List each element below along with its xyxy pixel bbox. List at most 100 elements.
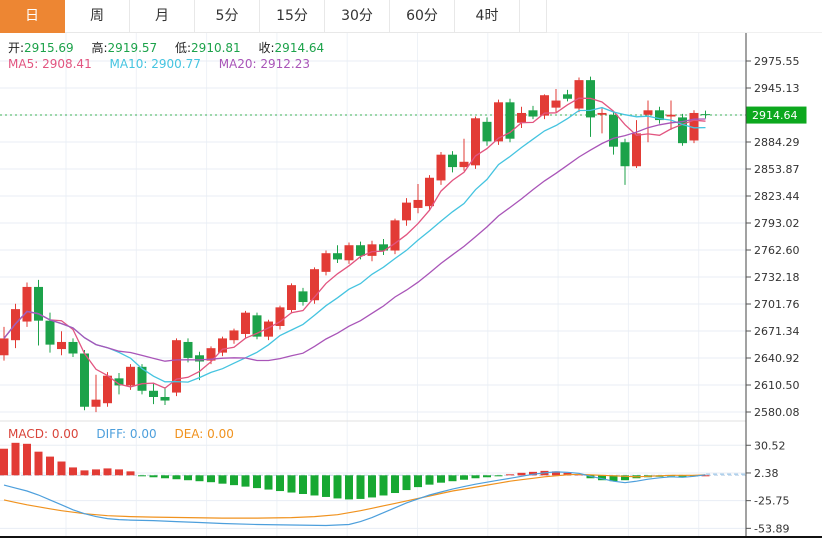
macd-histogram-bar bbox=[448, 475, 457, 482]
macd-histogram-bar bbox=[287, 475, 296, 493]
macd-histogram-bar bbox=[494, 475, 503, 477]
macd-histogram-bar bbox=[598, 475, 606, 481]
macd-histogram-bar bbox=[253, 475, 261, 489]
macd-histogram-bar bbox=[345, 475, 353, 500]
macd-histogram-bar bbox=[391, 475, 399, 494]
candle-body bbox=[229, 330, 239, 341]
price-axis-label: 2853.87 bbox=[754, 163, 800, 176]
tab-30min[interactable]: 30分 bbox=[325, 0, 390, 33]
macd-histogram-bar bbox=[149, 475, 158, 478]
candle-body bbox=[379, 244, 388, 251]
candle-body bbox=[701, 114, 710, 116]
ma20-line bbox=[3, 118, 706, 362]
macd-histogram-bar bbox=[678, 475, 687, 477]
candle-body bbox=[643, 110, 653, 115]
candle-body bbox=[413, 199, 423, 208]
candle-body bbox=[574, 80, 584, 109]
candle-body bbox=[252, 315, 262, 337]
macd-histogram-bar bbox=[299, 475, 307, 495]
candle-body bbox=[310, 269, 319, 301]
macd-histogram-bar bbox=[11, 442, 20, 476]
tab-spacer bbox=[520, 0, 547, 33]
macd-axis-label: -53.89 bbox=[754, 522, 789, 535]
macd-histogram-bar bbox=[379, 475, 388, 496]
current-price-badge-text: 2914.64 bbox=[752, 109, 798, 122]
candle-body bbox=[287, 285, 296, 311]
macd-histogram-bar bbox=[563, 472, 572, 476]
candle-body bbox=[34, 286, 43, 321]
tab-5min[interactable]: 5分 bbox=[195, 0, 260, 33]
dea-line bbox=[3, 473, 706, 519]
price-axis-label: 2732.18 bbox=[754, 271, 800, 284]
tab-week[interactable]: 周 bbox=[65, 0, 130, 33]
macd-histogram-bar bbox=[609, 475, 618, 482]
macd-axis-label: 30.52 bbox=[754, 439, 786, 452]
macd-histogram-bar bbox=[115, 469, 123, 476]
macd-histogram-bar bbox=[230, 475, 238, 486]
candle-body bbox=[666, 114, 676, 117]
candle-body bbox=[448, 154, 457, 168]
macd-histogram-bar bbox=[517, 472, 526, 476]
price-axis-label: 2701.76 bbox=[754, 298, 800, 311]
candle-body bbox=[689, 112, 699, 141]
candle-body bbox=[275, 307, 285, 326]
price-axis-label: 2610.50 bbox=[754, 379, 800, 392]
price-axis-label: 2823.44 bbox=[754, 190, 800, 203]
candle-body bbox=[425, 177, 434, 207]
macd-histogram-bar bbox=[552, 471, 560, 476]
ma5-line bbox=[3, 97, 706, 389]
tab-day[interactable]: 日 bbox=[0, 0, 65, 33]
macd-histogram-bar bbox=[483, 475, 491, 478]
candle-body bbox=[597, 112, 607, 115]
macd-histogram-bar bbox=[23, 443, 31, 476]
candle-body bbox=[436, 154, 446, 181]
macd-histogram-bar bbox=[92, 469, 100, 476]
macd-histogram-bar bbox=[207, 475, 215, 483]
price-axis-label: 2640.92 bbox=[754, 352, 800, 365]
diff-line bbox=[3, 471, 706, 527]
macd-histogram-bar bbox=[425, 475, 434, 485]
candle-body bbox=[68, 341, 78, 354]
candle-body bbox=[195, 355, 204, 362]
macd-histogram-bar bbox=[621, 475, 629, 481]
price-axis-label: 2580.08 bbox=[754, 406, 800, 419]
macd-histogram-bar bbox=[356, 475, 365, 499]
macd-histogram-bar bbox=[529, 471, 537, 476]
candle-body bbox=[183, 341, 193, 358]
candle-body bbox=[45, 320, 55, 345]
candle-body bbox=[149, 390, 158, 397]
tab-15min[interactable]: 15分 bbox=[260, 0, 325, 33]
price-axis-label: 2671.34 bbox=[754, 325, 800, 338]
tab-4hour[interactable]: 4时 bbox=[455, 0, 520, 33]
macd-histogram-bar bbox=[34, 451, 43, 476]
macd-histogram-bar bbox=[264, 475, 273, 490]
candle-body bbox=[494, 102, 503, 142]
macd-histogram-bar bbox=[701, 475, 710, 477]
price-axis-label: 2945.13 bbox=[754, 82, 800, 95]
macd-histogram-bar bbox=[184, 475, 192, 481]
macd-histogram-bar bbox=[310, 475, 319, 496]
price-axis-label: 2975.55 bbox=[754, 55, 800, 68]
candle-body bbox=[344, 245, 354, 261]
candle-body bbox=[57, 341, 66, 350]
macd-histogram-bar bbox=[368, 475, 376, 498]
price-axis-label: 2884.29 bbox=[754, 136, 800, 149]
candle-body bbox=[402, 202, 411, 221]
candle-body bbox=[264, 321, 273, 337]
tab-month[interactable]: 月 bbox=[130, 0, 195, 33]
candle-body bbox=[241, 312, 250, 334]
macd-histogram-bar bbox=[437, 475, 445, 483]
candle-body bbox=[528, 110, 538, 117]
macd-histogram-bar bbox=[57, 461, 66, 476]
candle-body bbox=[22, 286, 32, 322]
macd-histogram-bar bbox=[172, 475, 181, 480]
candle-body bbox=[206, 348, 216, 361]
tab-60min[interactable]: 60分 bbox=[390, 0, 455, 33]
macd-histogram-bar bbox=[195, 475, 204, 482]
macd-histogram-bar bbox=[460, 475, 468, 480]
macd-histogram-bar bbox=[138, 475, 146, 477]
macd-histogram-bar bbox=[471, 475, 480, 479]
macd-histogram-bar bbox=[218, 475, 227, 484]
